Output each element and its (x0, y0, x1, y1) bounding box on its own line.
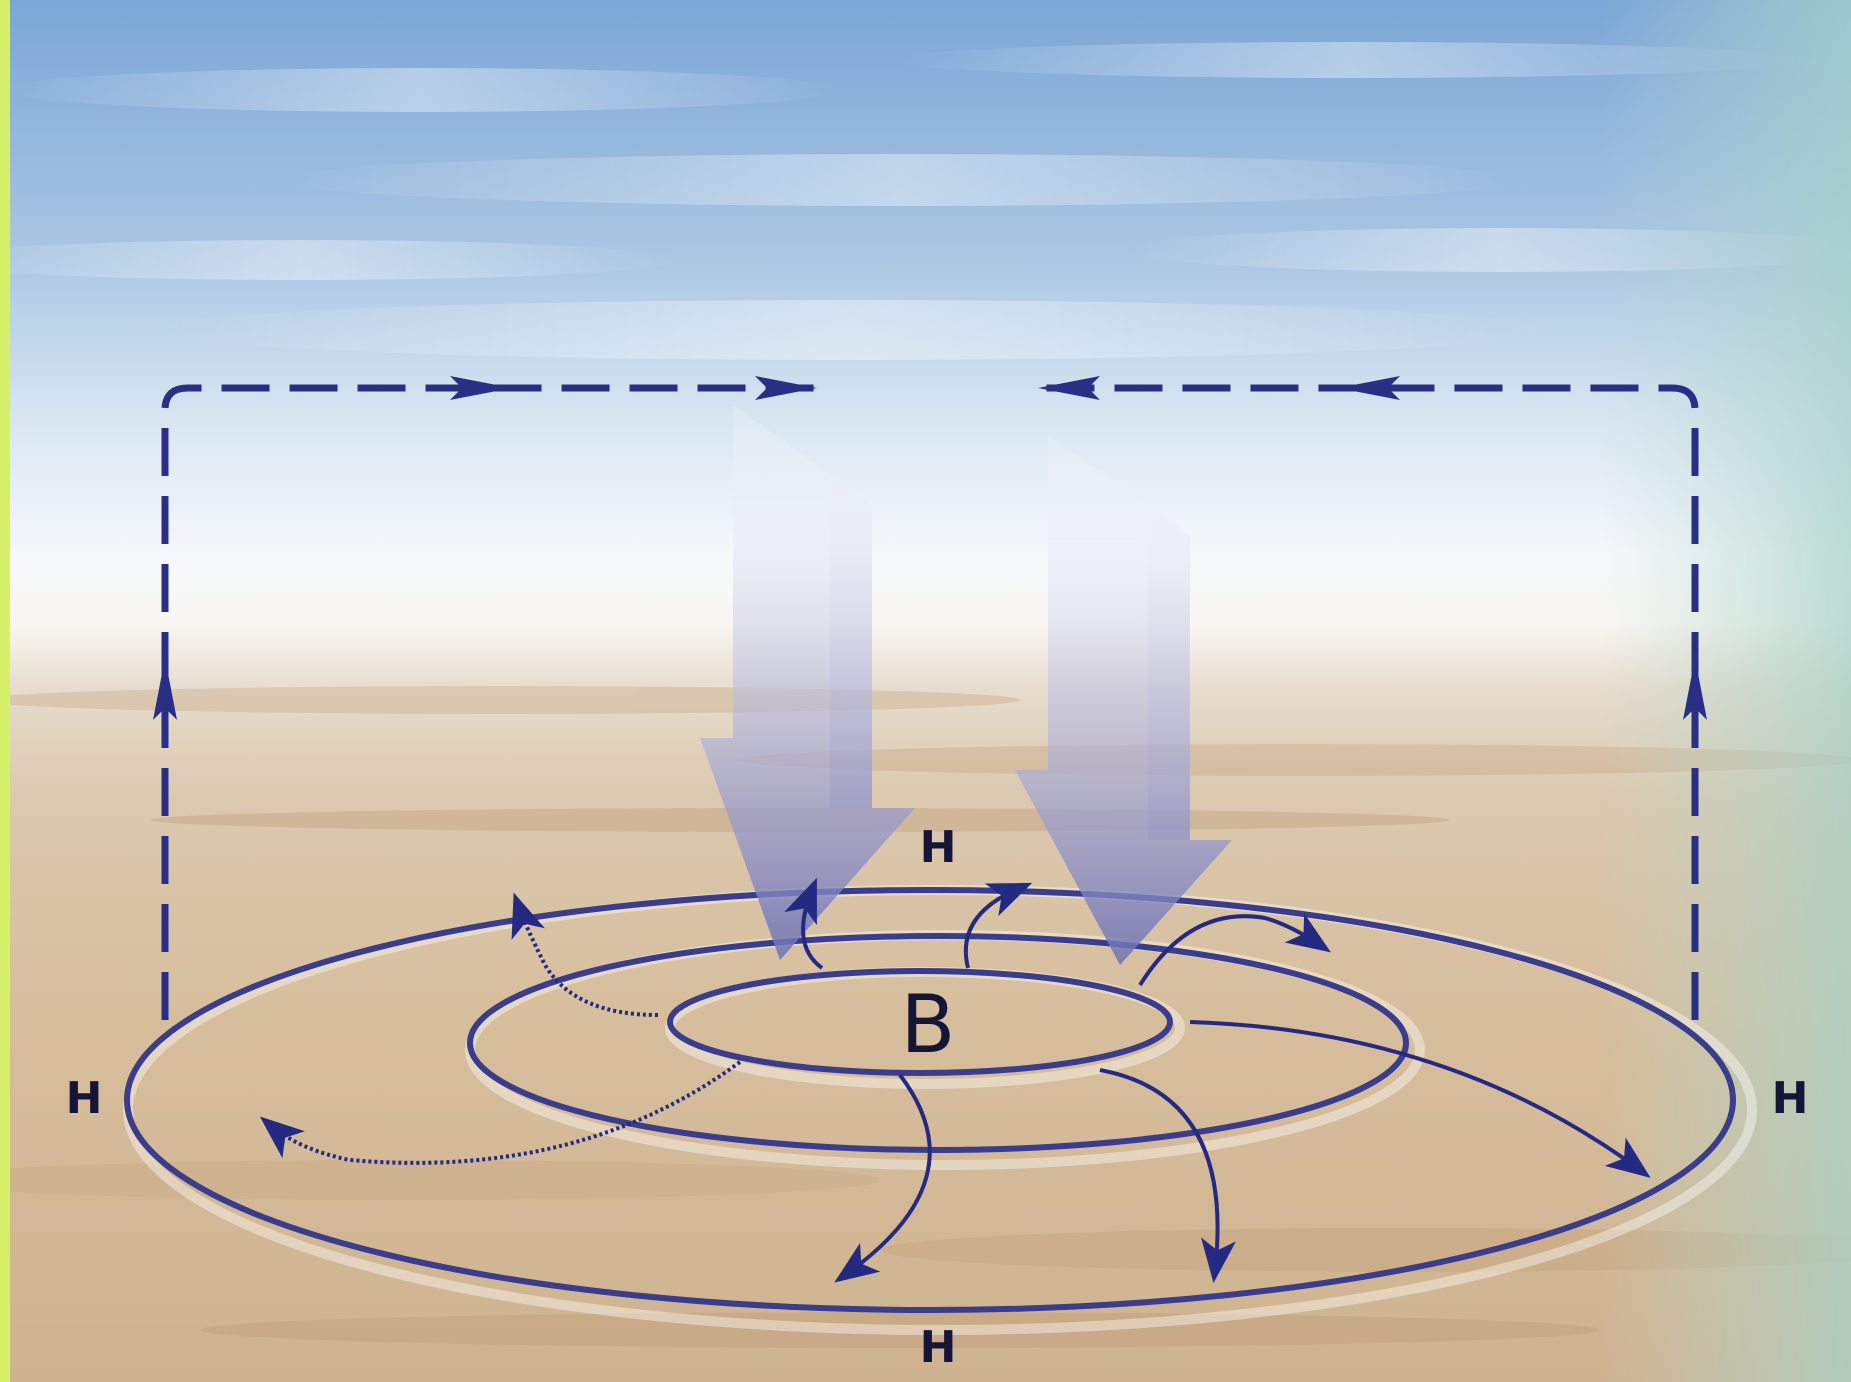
right-loop-path (1035, 384, 1699, 1020)
left-loop-path (161, 384, 820, 1020)
outflow-arrow-southeast (1189, 1020, 1651, 1178)
loop-arrow-right-1 (450, 376, 512, 400)
outflow-arrows (259, 877, 1651, 1284)
loop-arrow-up-left (153, 658, 177, 720)
bottom-pressure-label: H (920, 1322, 957, 1373)
loop-arrow-right-2 (755, 376, 817, 400)
isobars (123, 885, 1757, 1335)
outflow-arrow-south-east (1099, 1068, 1236, 1284)
right-tint (1600, 0, 1851, 1382)
isobar-inner (667, 968, 1173, 1076)
outflow-arrow-north-east (963, 882, 1033, 969)
isobar-middle (467, 933, 1409, 1153)
outflow-arrow-east (1138, 913, 1331, 987)
loop-arrowheads (153, 376, 1707, 720)
center-label: B (901, 978, 956, 1071)
outflow-arrow-southwest (259, 1060, 742, 1165)
descending-air-arrow-left (700, 405, 915, 960)
left-accent-bar (0, 0, 10, 1382)
loop-arrow-left-2 (1338, 376, 1400, 400)
right-pressure-label: H (1772, 1073, 1809, 1124)
outflow-arrow-north (784, 877, 824, 970)
loop-arrow-up-right (1683, 658, 1707, 720)
outflow-arrow-south (834, 1073, 932, 1283)
left-pressure-label: H (66, 1073, 103, 1124)
isobar-outer (124, 887, 1736, 1313)
top-pressure-label: H (920, 822, 957, 873)
upper-circulation-loop (161, 384, 1699, 1020)
loop-arrow-left-1 (1038, 376, 1100, 400)
descending-air-arrow-right (1015, 435, 1232, 965)
